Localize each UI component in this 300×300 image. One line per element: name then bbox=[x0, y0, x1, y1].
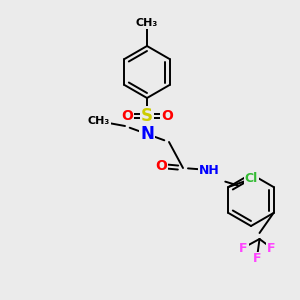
Text: O: O bbox=[121, 109, 133, 123]
Text: NH: NH bbox=[199, 164, 219, 176]
Text: CH₃: CH₃ bbox=[136, 18, 158, 28]
Text: Cl: Cl bbox=[245, 172, 258, 185]
Text: F: F bbox=[267, 242, 276, 256]
Text: F: F bbox=[239, 242, 248, 256]
Text: O: O bbox=[155, 159, 167, 173]
Text: F: F bbox=[253, 253, 262, 266]
Text: CH₃: CH₃ bbox=[88, 116, 110, 126]
Text: N: N bbox=[140, 125, 154, 143]
Text: O: O bbox=[161, 109, 173, 123]
Text: S: S bbox=[141, 107, 153, 125]
